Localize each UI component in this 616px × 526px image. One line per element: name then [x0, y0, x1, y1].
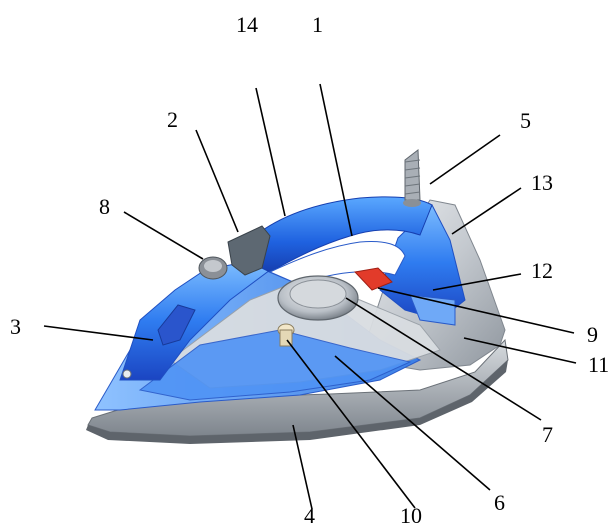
leader-5: [429, 134, 501, 185]
label-12: 12: [531, 258, 553, 283]
leader-11: [463, 337, 577, 364]
filler-cap: [157, 304, 196, 346]
indicator-light: [353, 267, 393, 291]
tank-panel: [138, 329, 412, 401]
spray-nozzle: [122, 369, 132, 379]
label-7: 7: [542, 422, 553, 447]
handle: [234, 196, 433, 273]
leader-10: [286, 339, 416, 509]
handle-grip-hole: [268, 241, 406, 286]
spray-buttons: [227, 225, 271, 276]
label-6: 6: [494, 490, 505, 515]
leader-6: [334, 355, 491, 491]
leader-2: [195, 129, 239, 233]
label-3: 3: [10, 314, 21, 339]
label-14: 14: [236, 12, 258, 37]
leader-13: [451, 187, 522, 235]
leader-3: [43, 325, 154, 341]
leader-7: [345, 297, 542, 421]
leader-8: [123, 211, 204, 260]
label-4: 4: [304, 503, 315, 526]
label-10: 10: [400, 503, 422, 526]
leader-9: [377, 287, 575, 334]
label-11: 11: [588, 352, 609, 377]
label-2: 2: [167, 107, 178, 132]
label-1: 1: [312, 12, 323, 37]
leader-14: [255, 87, 286, 217]
label-8: 8: [99, 194, 110, 219]
part-labels: 14 1 2 5 8 13 12 3 9 11 7 6 4 10: [10, 12, 609, 526]
leader-1: [319, 83, 353, 237]
label-13: 13: [531, 170, 553, 195]
label-5: 5: [520, 108, 531, 133]
leader-12: [432, 273, 522, 291]
leader-lines: [43, 83, 577, 510]
leader-4: [292, 424, 313, 510]
soleplate-edge: [86, 360, 508, 444]
label-9: 9: [587, 322, 598, 347]
